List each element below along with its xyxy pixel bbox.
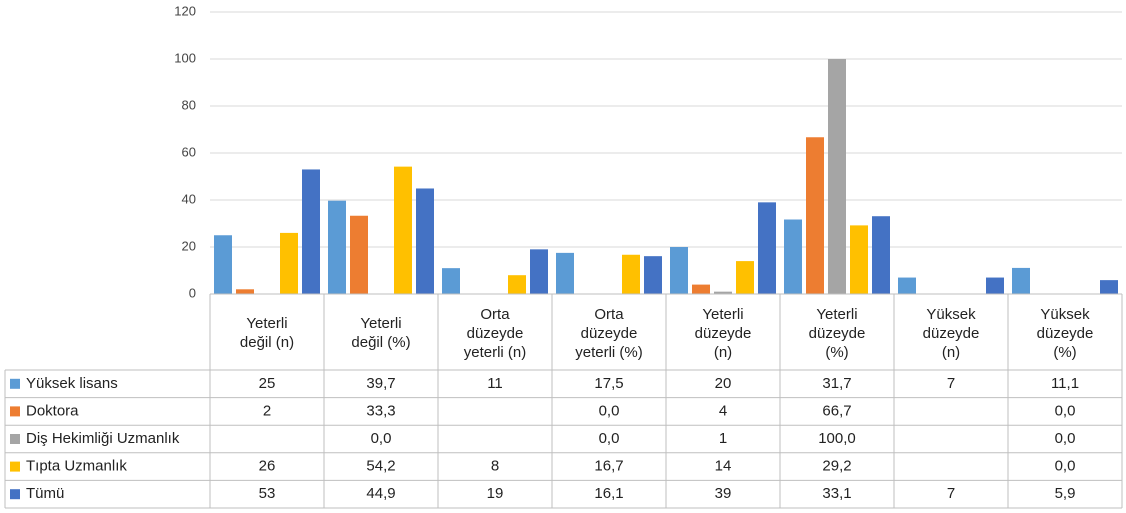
table-cell: 53 [259, 485, 276, 502]
bar [302, 169, 320, 294]
table-cell: 33,1 [822, 485, 851, 502]
legend-label: Diş Hekimliği Uzmanlık [26, 430, 180, 447]
table-cell: 14 [715, 458, 732, 475]
table-cell: 7 [947, 375, 955, 392]
legend-label: Tıpta Uzmanlık [26, 458, 127, 475]
table-cell: 4 [719, 402, 727, 419]
table-cell: 100,0 [818, 430, 856, 447]
table-cell: 1 [719, 430, 727, 447]
bar [806, 137, 824, 294]
bar [850, 225, 868, 294]
bar [530, 249, 548, 294]
table-cell: 0,0 [1055, 430, 1076, 447]
bar [622, 254, 640, 294]
y-tick-label: 100 [174, 50, 196, 65]
table-cell: 11 [487, 375, 503, 392]
legend-swatch [10, 461, 20, 472]
table-cell: 16,1 [594, 485, 623, 502]
bar [714, 291, 732, 294]
table-cell: 7 [947, 485, 955, 502]
table-cell: 20 [715, 375, 732, 392]
bar [1012, 267, 1030, 294]
category-label: Yeterli değil (%) [351, 315, 411, 351]
table-cell: 26 [259, 458, 276, 475]
table-cell: 11,1 [1051, 375, 1079, 392]
table-cell: 66,7 [822, 402, 851, 419]
bar [1100, 280, 1118, 294]
table-cell: 0,0 [1055, 402, 1076, 419]
y-tick-label: 0 [189, 285, 196, 300]
legend-label: Yüksek lisans [26, 375, 118, 392]
bar [214, 235, 232, 294]
bar [328, 200, 346, 294]
table-cell: 8 [491, 458, 499, 475]
category-label: Yüksek düzeyde (%) [1036, 305, 1094, 361]
table-cell: 54,2 [366, 458, 395, 475]
bar [758, 202, 776, 294]
table-cell: 0,0 [599, 402, 620, 419]
table-cell: 0,0 [599, 430, 620, 447]
table-cell: 5,9 [1055, 485, 1076, 502]
category-label: Orta düzeyde yeterli (n) [463, 305, 527, 361]
legend-label: Doktora [26, 402, 79, 419]
table-cell: 39,7 [366, 375, 395, 392]
bar [508, 275, 526, 294]
y-tick-label: 20 [182, 238, 196, 253]
bar [898, 277, 916, 294]
bar [280, 232, 298, 294]
bar [692, 284, 710, 294]
y-tick-label: 80 [182, 97, 196, 112]
bar [556, 252, 574, 294]
table-cell: 33,3 [366, 402, 395, 419]
table-cell: 16,7 [594, 458, 623, 475]
legend-swatch [10, 434, 20, 444]
bar [736, 261, 754, 294]
table-cell: 17,5 [594, 375, 623, 392]
category-label: Orta düzeyde yeterli (%) [575, 305, 643, 361]
bar [350, 215, 368, 294]
y-tick-label: 40 [182, 191, 196, 206]
bar [236, 289, 254, 294]
bar [986, 277, 1004, 294]
table-cell: 0,0 [1055, 458, 1076, 475]
table-cell: 0,0 [371, 430, 392, 447]
bar [670, 247, 688, 294]
legend-swatch [10, 378, 20, 389]
table-cell: 25 [259, 375, 276, 392]
bar [644, 256, 662, 294]
legend-swatch [10, 406, 20, 417]
bar [416, 188, 434, 294]
y-tick-label: 60 [182, 144, 196, 159]
category-label: Yeterli değil (n) [239, 315, 295, 351]
table-cell: 2 [263, 402, 271, 419]
y-tick-label: 120 [174, 3, 196, 18]
bar [872, 216, 890, 294]
bar [784, 219, 802, 294]
table-cell: 19 [487, 485, 504, 502]
bar [828, 59, 846, 294]
category-label: Yeterli düzeyde (%) [808, 305, 866, 361]
category-label: Yüksek düzeyde (n) [922, 305, 980, 361]
bar [394, 166, 412, 294]
table-cell: 31,7 [822, 375, 851, 392]
table-cell: 29,2 [822, 458, 851, 475]
legend-label: Tümü [26, 485, 64, 502]
table-cell: 39 [715, 485, 732, 502]
table-cell: 44,9 [366, 485, 395, 502]
legend-swatch [10, 489, 20, 500]
bar [442, 268, 460, 294]
category-label: Yeterli düzeyde (n) [694, 305, 752, 361]
